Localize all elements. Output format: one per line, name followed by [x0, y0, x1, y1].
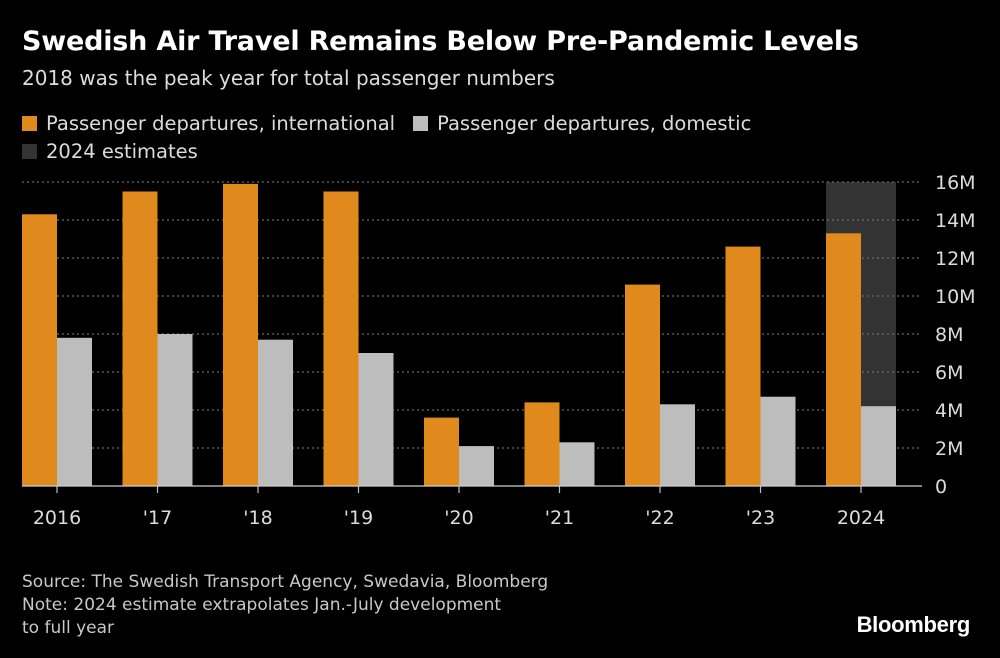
bar-domestic: [760, 396, 796, 486]
x-tick-label: '19: [344, 507, 373, 529]
estimate-note: Note: 2024 estimate extrapolates Jan.-Ju…: [22, 595, 502, 615]
legend-item-international: Passenger departures, international: [22, 112, 395, 135]
bar-international: [725, 246, 761, 486]
x-tick-label: '23: [746, 507, 775, 529]
y-tick-label: 4M: [935, 400, 963, 422]
bar-international: [223, 183, 258, 486]
y-tick-label: 16M: [935, 172, 976, 194]
x-tick-label: '18: [243, 507, 272, 529]
bar-international: [424, 417, 459, 486]
bar-international: [826, 233, 861, 486]
y-tick-label: 6M: [935, 362, 963, 384]
bar-chart: 0 2M 4M 6M 8M 10M 12M 14M 16M 2016 '17 '18 '19 '20 '21…: [22, 172, 976, 529]
x-tick-label: 2016: [33, 507, 81, 529]
bar-domestic: [459, 446, 494, 486]
bar-international: [323, 191, 359, 486]
bar-domestic: [559, 442, 595, 486]
source-note: Source: The Swedish Transport Agency, Sw…: [22, 572, 549, 592]
x-tick-label: 2024: [837, 507, 885, 529]
y-tick-label: 12M: [935, 248, 976, 270]
footer: Source: The Swedish Transport Agency, Sw…: [22, 571, 548, 640]
legend-item-estimates: 2024 estimates: [22, 140, 198, 163]
bar-international: [625, 284, 660, 486]
y-tick-label: 0: [935, 476, 947, 498]
legend-item-domestic: Passenger departures, domestic: [413, 112, 751, 135]
chart-title: Swedish Air Travel Remains Below Pre-Pan…: [22, 26, 859, 57]
y-tick-label: 10M: [935, 286, 976, 308]
bar-international: [22, 214, 57, 487]
legend-label-estimates: 2024 estimates: [46, 139, 198, 163]
x-tick-label: '17: [143, 507, 172, 529]
x-tick-label: '21: [545, 507, 574, 529]
bar-domestic: [258, 339, 293, 486]
legend-label-domestic: Passenger departures, domestic: [437, 111, 752, 135]
bar-domestic: [157, 334, 193, 486]
bar-domestic: [660, 404, 695, 486]
legend-swatch-international: [22, 115, 37, 131]
bar-domestic: [861, 406, 896, 486]
bar-international: [122, 191, 158, 486]
legend: Passenger departures, international Pass…: [22, 109, 769, 165]
bloomberg-logo: Bloomberg: [856, 612, 971, 637]
bar-domestic: [358, 353, 394, 486]
legend-label-international: Passenger departures, international: [46, 111, 396, 135]
bar-domestic: [57, 337, 92, 486]
y-tick-label: 14M: [935, 210, 976, 232]
x-tick-label: '22: [645, 507, 674, 529]
bar-international: [524, 402, 560, 486]
y-tick-label: 8M: [935, 324, 963, 346]
x-tick-label: '20: [444, 507, 473, 529]
estimate-note-continued: to full year: [22, 618, 115, 638]
legend-swatch-domestic: [413, 115, 429, 131]
legend-swatch-estimates: [22, 143, 37, 159]
chart-subtitle: 2018 was the peak year for total passeng…: [22, 66, 555, 90]
y-tick-label: 2M: [935, 438, 963, 460]
